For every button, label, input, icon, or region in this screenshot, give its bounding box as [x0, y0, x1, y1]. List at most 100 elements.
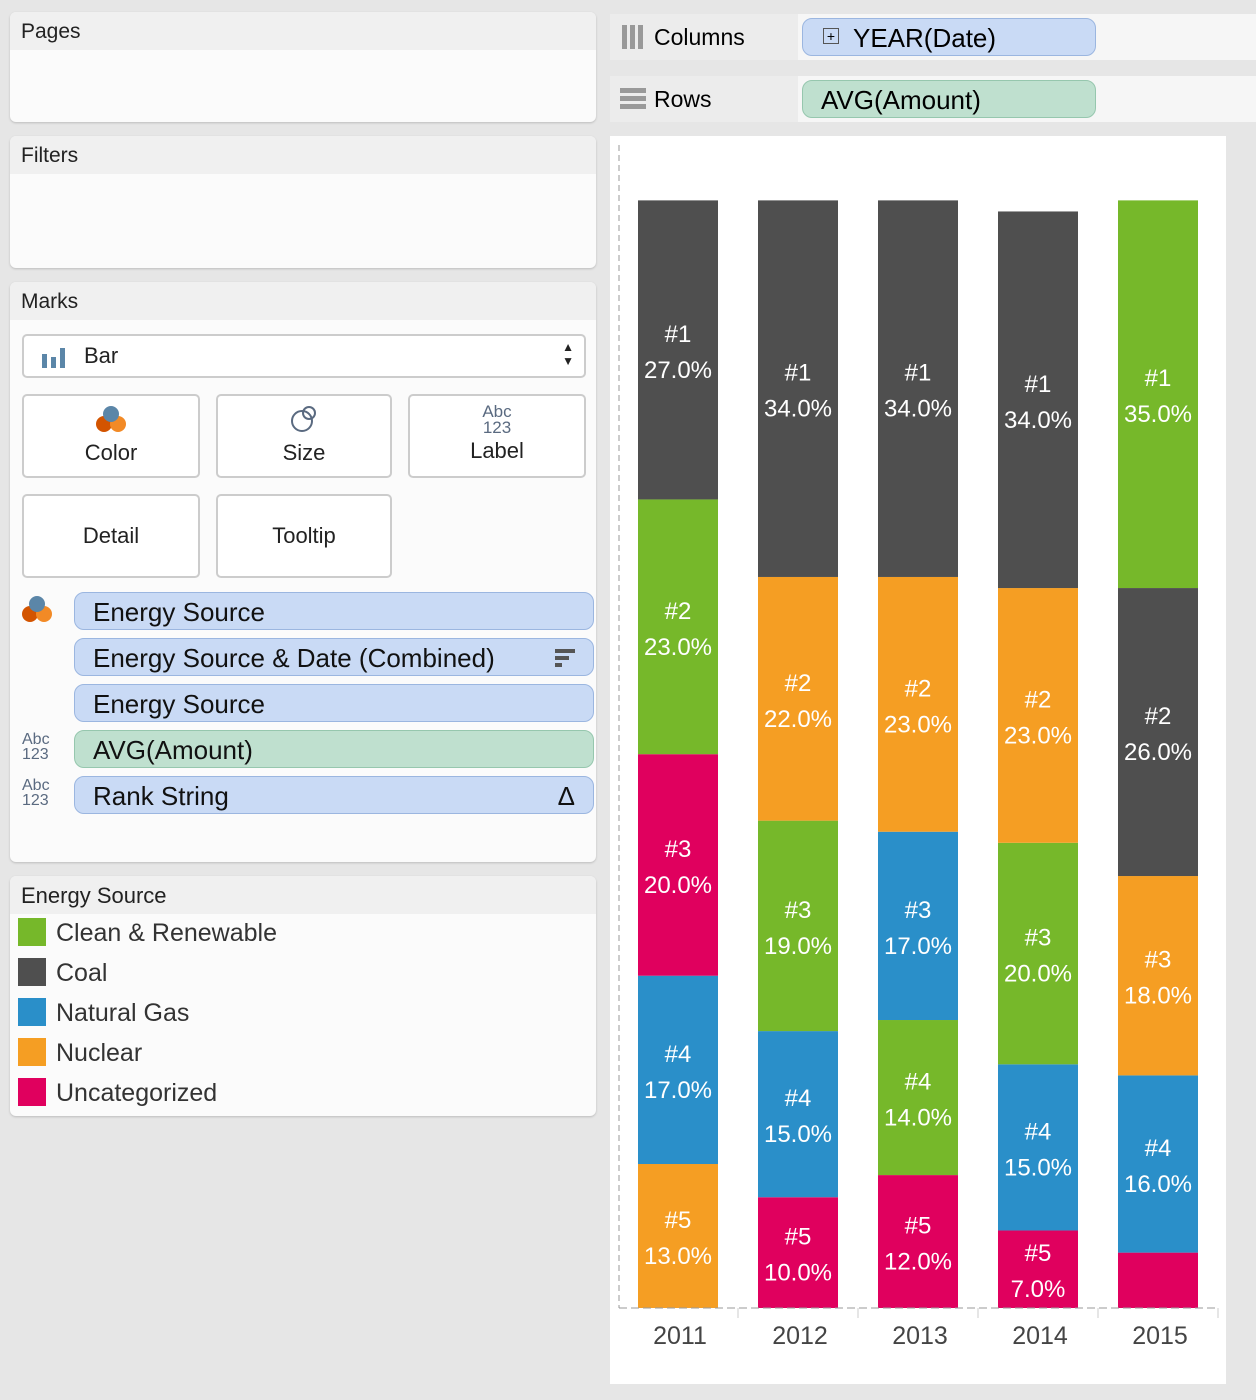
rank-label: #2 — [1025, 686, 1052, 713]
rank-label: #5 — [905, 1213, 932, 1240]
legend-swatch — [18, 1078, 46, 1106]
value-label: 17.0% — [884, 933, 952, 960]
legend-label: Nuclear — [56, 1039, 143, 1067]
bar-segment[interactable] — [1118, 1252, 1198, 1308]
mark-type-label: Bar — [84, 343, 119, 368]
bar-segment[interactable] — [758, 576, 838, 821]
color-label: Color — [84, 440, 138, 465]
sort-icon — [555, 649, 575, 667]
bar-segment[interactable] — [878, 200, 958, 577]
value-label: 14.0% — [884, 1105, 952, 1132]
rank-label: #4 — [905, 1069, 932, 1096]
bar-segment[interactable] — [638, 754, 718, 976]
value-label: 15.0% — [1004, 1154, 1072, 1181]
rank-label: #3 — [1025, 925, 1052, 952]
x-tick-label: 2012 — [772, 1322, 828, 1350]
pages-title: Pages — [10, 12, 596, 50]
rank-label: #1 — [1025, 371, 1052, 398]
value-label: 23.0% — [644, 634, 712, 661]
filters-card[interactable]: Filters — [10, 136, 596, 268]
rank-label: #4 — [1145, 1135, 1172, 1162]
size-icon — [291, 406, 316, 432]
label-icon: Abc 123 — [482, 402, 512, 437]
rank-label: #3 — [665, 836, 692, 863]
bar-segment[interactable] — [1118, 588, 1198, 877]
rows-shelf[interactable]: Rows AVG(Amount) — [610, 76, 1256, 122]
tooltip-label: Tooltip — [272, 523, 336, 548]
bar-segment[interactable] — [998, 1230, 1078, 1308]
legend-item[interactable]: Clean & Renewable — [18, 918, 277, 948]
color-legend: Energy Source Clean & Renewable Coal Natur… — [10, 876, 596, 1116]
bar-segment[interactable] — [758, 200, 838, 577]
detail-label: Detail — [82, 523, 140, 548]
value-label: 7.0% — [1011, 1276, 1066, 1303]
bar-segment[interactable] — [998, 842, 1078, 1065]
legend-item[interactable]: Coal — [18, 958, 107, 988]
bar-segment[interactable] — [878, 576, 958, 832]
bar-segment[interactable] — [638, 975, 718, 1165]
field-pill-avg-amount[interactable]: AVG(Amount) — [74, 730, 594, 768]
pill-label: YEAR(Date) — [853, 23, 997, 53]
detail-button[interactable]: Detail — [22, 494, 200, 578]
label-icon: Abc 123 — [22, 731, 50, 763]
bar-segment[interactable] — [998, 211, 1078, 589]
bar-segment[interactable] — [878, 831, 958, 1021]
legend-title: Energy Source — [10, 876, 596, 914]
bar-segment[interactable] — [638, 499, 718, 755]
size-button[interactable]: Size — [216, 394, 392, 478]
legend-item[interactable]: Nuclear — [18, 1038, 142, 1068]
bar-segment[interactable] — [758, 820, 838, 1032]
value-label: 35.0% — [1124, 401, 1192, 428]
avg-amount-pill[interactable]: AVG(Amount) — [802, 80, 1096, 118]
pill-label: AVG(Amount) — [93, 735, 253, 765]
mark-type-select[interactable]: Bar ▲ ▼ — [22, 334, 586, 378]
bar-segment[interactable] — [758, 1197, 838, 1308]
rank-label: #4 — [665, 1041, 692, 1068]
legend-label: Uncategorized — [56, 1079, 218, 1107]
legend-item[interactable]: Uncategorized — [18, 1078, 217, 1108]
field-pill-energy-source-detail[interactable]: Energy Source — [74, 684, 594, 722]
rank-label: #2 — [665, 598, 692, 625]
tooltip-button[interactable]: Tooltip — [216, 494, 392, 578]
legend-swatch — [18, 998, 46, 1026]
rank-label: #3 — [785, 897, 812, 924]
field-pill-rank-string[interactable]: Rank String Δ — [74, 776, 594, 814]
value-label: 19.0% — [764, 933, 832, 960]
marks-title: Marks — [10, 282, 596, 320]
bar-segment[interactable] — [878, 1020, 958, 1176]
legend-item[interactable]: Natural Gas — [18, 998, 189, 1028]
rank-label: #3 — [905, 897, 932, 924]
pill-label: Rank String — [93, 781, 229, 811]
pages-card[interactable]: Pages — [10, 12, 596, 122]
value-label: 15.0% — [764, 1121, 832, 1148]
legend-swatch — [18, 918, 46, 946]
bar-segment[interactable] — [1118, 1075, 1198, 1253]
value-label: 26.0% — [1124, 739, 1192, 766]
bar-segment[interactable] — [878, 1175, 958, 1308]
label-button[interactable]: Abc 123 Label — [408, 394, 586, 478]
field-pill-energy-source-color[interactable]: Energy Source — [74, 592, 594, 630]
expand-icon[interactable]: + — [823, 28, 839, 44]
value-label: 34.0% — [884, 396, 952, 423]
value-label: 18.0% — [1124, 983, 1192, 1010]
x-tick-label: 2013 — [892, 1322, 948, 1350]
updown-icon: ▲ ▼ — [562, 340, 574, 368]
rank-label: #1 — [785, 360, 812, 387]
bar-segment[interactable] — [998, 1064, 1078, 1231]
columns-icon — [622, 25, 643, 49]
bar-segment[interactable] — [638, 200, 718, 500]
color-button[interactable]: Color — [22, 394, 200, 478]
bar-segment[interactable] — [998, 588, 1078, 843]
bar-segment[interactable] — [758, 1031, 838, 1198]
columns-shelf[interactable]: Columns + YEAR(Date) — [610, 14, 1256, 60]
bar-segment[interactable] — [1118, 200, 1198, 589]
delta-icon: Δ — [557, 781, 575, 811]
value-label: 34.0% — [764, 396, 832, 423]
bar-segment[interactable] — [638, 1164, 718, 1308]
field-pill-energy-source-date[interactable]: Energy Source & Date (Combined) — [74, 638, 594, 676]
size-label: Size — [282, 440, 326, 465]
rank-label: #1 — [665, 321, 692, 348]
year-date-pill[interactable]: + YEAR(Date) — [802, 18, 1096, 56]
pill-label: AVG(Amount) — [821, 85, 981, 115]
bar-segment[interactable] — [1118, 876, 1198, 1076]
